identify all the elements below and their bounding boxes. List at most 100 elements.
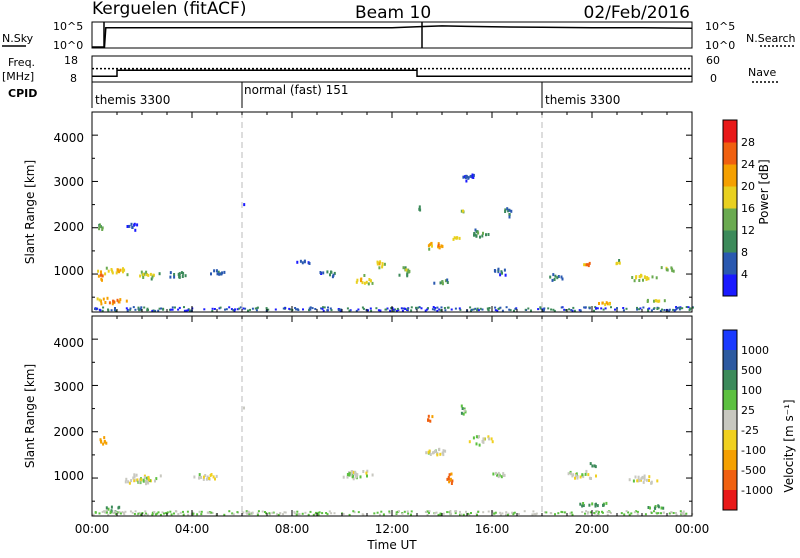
ground-scatter-cell [261,510,264,513]
ground-scatter-cell [470,308,473,311]
nave-label: Nave [748,66,776,79]
heatmap-cell [442,449,445,453]
ground-scatter-cell [527,307,530,310]
heatmap-cell [508,215,511,219]
heatmap-cell [118,270,121,274]
heatmap-cell [576,476,579,480]
ground-scatter-cell [326,309,329,312]
heatmap-cell [588,503,591,507]
ground-scatter-cell [321,307,324,310]
heatmap-cell [579,475,582,479]
heatmap-cell [140,270,143,274]
ground-scatter-cell [595,307,598,310]
ground-scatter-cell [309,510,312,513]
ground-scatter-cell [268,512,271,515]
heatmap-cell [482,437,485,441]
ground-scatter-cell [231,512,234,515]
heatmap-cell [110,268,113,271]
heatmap-cell [431,244,433,248]
ground-scatter-cell [685,512,688,515]
ground-scatter-cell [679,306,682,309]
heatmap-cell [477,231,480,235]
ground-scatter-cell [228,306,231,309]
heatmap-cell [553,278,556,281]
ground-scatter-cell [337,308,340,310]
power-colorbar-segment [723,230,737,253]
ground-scatter-cell [476,307,479,310]
heatmap-cell [552,273,555,277]
heatmap-cell [460,411,463,415]
ground-scatter-cell [380,510,383,513]
ground-scatter-cell [623,513,626,516]
ground-scatter-cell [294,307,297,309]
ground-scatter-cell [134,308,137,311]
heatmap-cell [584,263,587,267]
velocity-colorbar-segment [723,430,737,451]
heatmap-cell [128,481,131,485]
heatmap-cell [436,453,439,457]
nsky-panel: N.Sky 10^5 10^0 10^5 10^0 N.Search [2,20,796,52]
ground-scatter-cell [379,309,382,312]
heatmap-cell [670,266,673,270]
heatmap-cell [479,235,481,239]
heatmap-cell [108,301,111,305]
ground-scatter-cell [657,307,660,310]
freq-panel: Freq. [MHz] 18 8 60 0 Nave [2,54,780,85]
ground-scatter-cell [143,306,146,309]
heatmap-cell [342,475,345,479]
ground-scatter-cell [129,308,132,311]
ground-scatter-cell [620,512,623,515]
ground-scatter-cell [182,510,184,513]
cpid-panel: CPID themis 3300 normal (fast) 151 themi… [8,82,620,108]
ground-scatter-cell [186,510,189,513]
ground-scatter-cell [282,307,285,310]
nsky-tick-top: 10^5 [53,20,83,33]
time-axis: 00:00 04:00 08:00 12:00 16:00 20:00 00:0… [75,522,710,552]
heatmap-cell [431,415,434,419]
ground-scatter-cell [571,513,574,516]
heatmap-cell [441,280,444,284]
heatmap-cell [132,476,135,480]
ground-scatter-cell [314,513,317,516]
ground-scatter-cell [245,510,248,513]
ground-scatter-cell [318,511,321,514]
heatmap-cell [488,437,491,441]
ground-scatter-cell [389,309,392,312]
heatmap-cell [560,275,563,279]
ground-scatter-cell [392,308,395,311]
ground-scatter-cell [593,512,596,514]
heatmap-cell [365,280,368,284]
heatmap-cell [575,474,577,478]
ground-scatter-cell [600,307,603,310]
date-title: 02/Feb/2016 [584,3,690,23]
ground-scatter-cell [238,307,241,310]
power-y-axis: 1000 2000 3000 4000 [53,131,84,278]
ground-scatter-cell [146,307,149,310]
heatmap-cell [151,275,154,279]
heatmap-cell [180,271,183,275]
heatmap-cell [100,302,103,306]
ground-scatter-cell [143,513,146,516]
ground-scatter-cell [628,513,631,516]
ground-scatter-cell [119,512,122,515]
ground-scatter-cell [196,513,199,516]
power-background [92,112,692,312]
ground-scatter-cell [236,511,239,514]
ground-scatter-cell [302,308,304,311]
heatmap-cell [202,475,205,479]
ground-scatter-cell [352,510,355,513]
heatmap-cell [446,278,449,282]
nsky-tick-bottom: 10^0 [53,39,83,52]
velocity-colorbar-segment [723,330,737,351]
ground-scatter-cell [239,306,242,309]
heatmap-cell [378,262,381,266]
ground-scatter-cell [137,307,140,310]
ground-scatter-cell [604,307,607,310]
heatmap-cell [106,296,109,300]
ground-scatter-cell [424,511,427,513]
heatmap-cell [588,476,591,480]
ground-scatter-cell [361,306,364,309]
ground-scatter-cell [323,306,326,309]
heatmap-cell [133,473,136,477]
ground-scatter-cell [325,512,328,514]
